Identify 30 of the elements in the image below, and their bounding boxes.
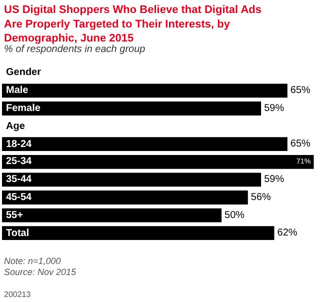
text: Note: n=1,000: [4, 256, 61, 266]
y-tick-label: Female: [6, 103, 41, 114]
bar: [2, 102, 262, 116]
data-label: 65%: [290, 138, 311, 150]
y-tick-label: 18-24: [6, 139, 32, 150]
bar: [2, 172, 262, 187]
bar: [2, 137, 288, 152]
data-label: 50%: [224, 210, 245, 221]
data-label: 59%: [264, 174, 284, 186]
data-label: 59%: [264, 103, 284, 114]
text: 200213: [4, 290, 32, 299]
y-tick-label: 45-54: [6, 192, 32, 203]
y-tick-label: Male: [6, 85, 29, 96]
y-tick-label: 55+: [6, 210, 24, 221]
bar: [2, 190, 248, 204]
chart-title: US Digital Shoppers Who Believe that Digital Ads Are Properly Targeted to Their Interests, by Demographic, June 2015: [4, 4, 262, 45]
y-tick-label: Gender: [6, 67, 42, 78]
bar: [2, 208, 222, 222]
y-tick-label: 25-34: [6, 156, 32, 167]
y-tick-label: 35-44: [6, 174, 32, 185]
bar: [2, 154, 314, 169]
bar: [2, 226, 274, 240]
chart-subtitle: % of respondents in each group: [4, 44, 146, 55]
y-tick-label: Total: [6, 228, 30, 239]
data-label: 56%: [250, 192, 272, 203]
source-note: Source: Nov 2015: [4, 267, 78, 277]
data-label: 65%: [290, 85, 311, 96]
bar: [2, 84, 288, 98]
data-label: 62%: [277, 228, 298, 239]
y-tick-label: Age: [6, 121, 26, 132]
